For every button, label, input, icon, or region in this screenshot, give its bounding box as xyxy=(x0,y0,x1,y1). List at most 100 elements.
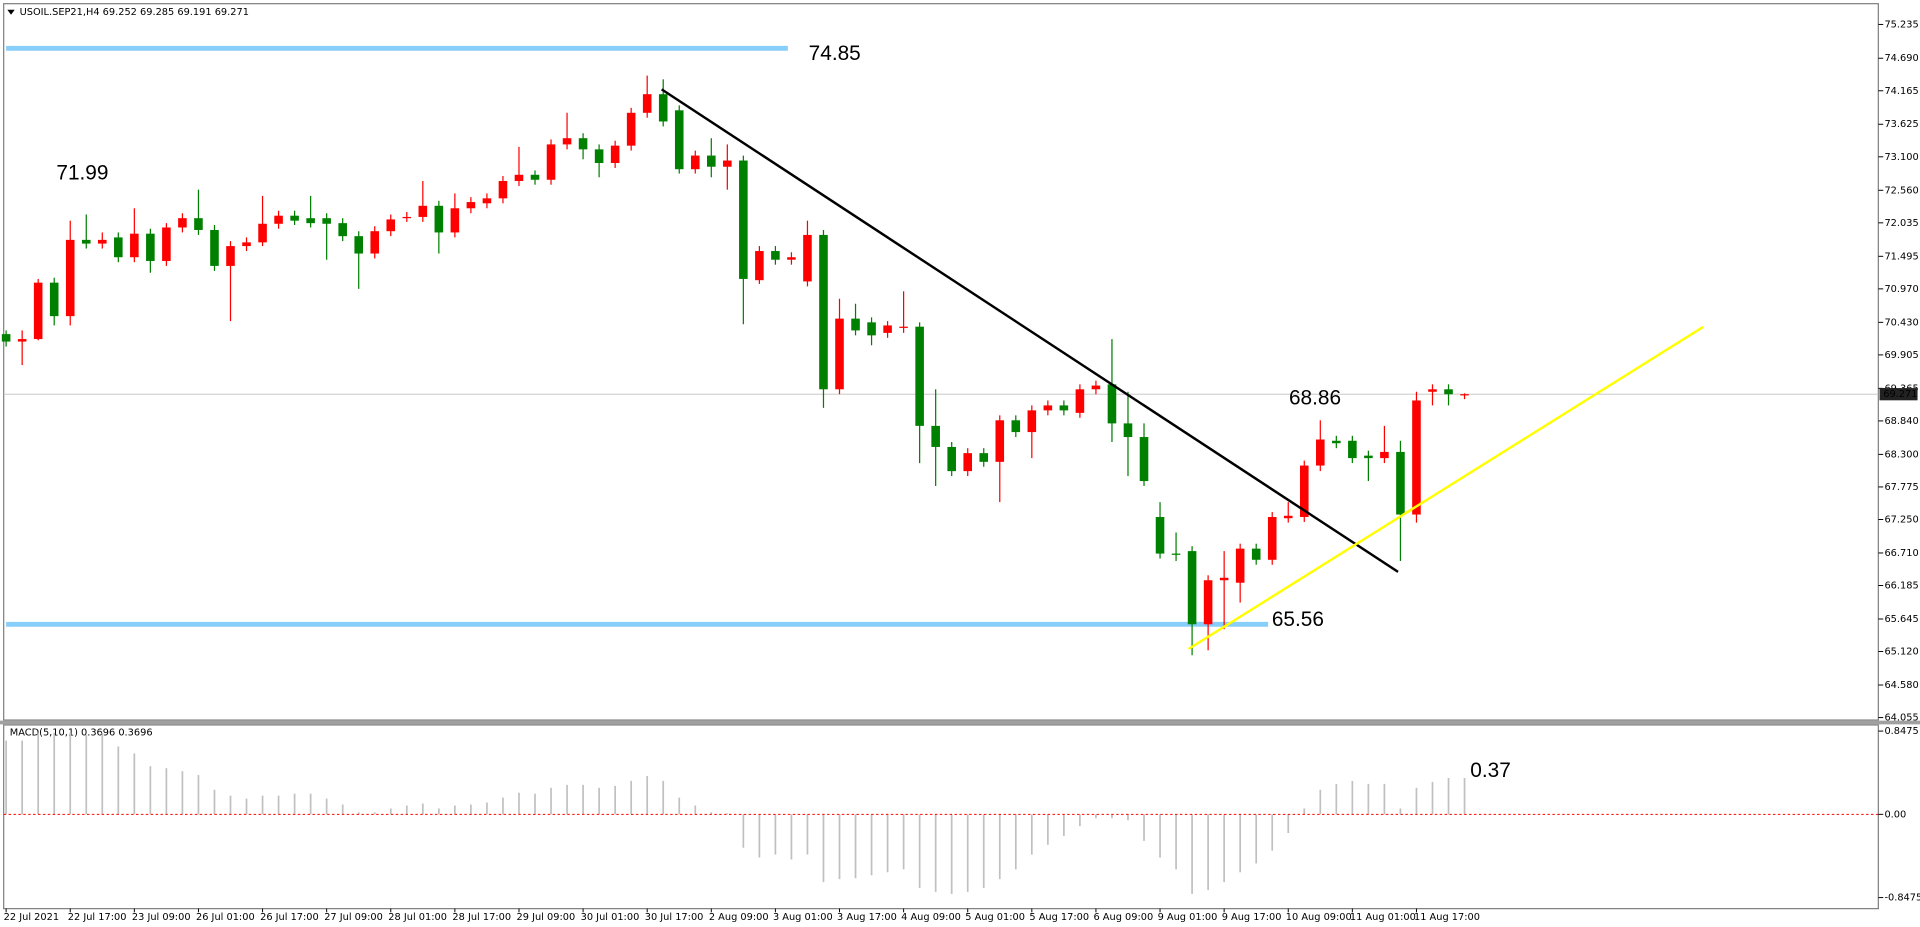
x-tick-label: 11 Aug 17:00 xyxy=(1414,912,1480,923)
candle-body xyxy=(1,334,11,342)
x-tick-label: 9 Aug 01:00 xyxy=(1158,912,1218,923)
candle-body xyxy=(1235,548,1245,583)
y-tick-label: 68.840 xyxy=(1884,416,1918,427)
candle-body xyxy=(819,234,828,390)
y-tick-label: 65.645 xyxy=(1884,614,1918,625)
marks xyxy=(1,45,1879,894)
candle-body xyxy=(434,205,444,233)
x-tick-label: 9 Aug 17:00 xyxy=(1222,912,1282,923)
candle-body xyxy=(1219,577,1229,581)
candle-body xyxy=(1396,451,1405,515)
x-tick-label: 26 Jul 17:00 xyxy=(260,912,319,923)
candle-body xyxy=(803,234,812,282)
candle-body xyxy=(1412,400,1421,515)
x-tick-label: 22 Jul 17:00 xyxy=(68,912,127,923)
candle-body xyxy=(1059,405,1069,411)
candle-body xyxy=(755,251,764,281)
candle-body xyxy=(562,138,572,145)
candle-body xyxy=(546,144,556,180)
y-tick-label: 75.235 xyxy=(1884,19,1918,30)
x-tick-label: 11 Aug 01:00 xyxy=(1350,912,1416,923)
candle-body xyxy=(386,219,396,232)
candle-body xyxy=(642,94,652,113)
x-tick-label: 3 Aug 01:00 xyxy=(773,912,833,923)
candle-body xyxy=(1043,405,1053,411)
annotation: 0.37 xyxy=(1470,759,1511,782)
menu-triangle[interactable] xyxy=(7,9,15,15)
candle-body xyxy=(1444,389,1453,395)
candle-body xyxy=(1075,389,1085,413)
y-tick-label: 0.00 xyxy=(1884,809,1906,820)
candle-body xyxy=(130,233,139,258)
candle-body xyxy=(658,94,668,122)
candle-body xyxy=(1460,394,1469,396)
candle-body xyxy=(851,318,860,331)
x-tick-label: 30 Jul 01:00 xyxy=(581,912,640,923)
x-tick-label: 26 Jul 01:00 xyxy=(196,912,255,923)
candle-body xyxy=(178,218,187,228)
candle-body xyxy=(530,174,540,180)
annotation: 68.86 xyxy=(1289,387,1341,410)
y-tick-label: 66.185 xyxy=(1884,581,1918,592)
candle-body xyxy=(242,242,251,247)
candle-body xyxy=(1348,440,1357,459)
candle-body xyxy=(274,215,283,224)
current-price-box xyxy=(1879,388,1918,401)
x-tick-label: 22 Jul 2021 xyxy=(4,912,59,923)
candle-body xyxy=(610,145,620,164)
candle-body xyxy=(450,208,460,233)
candle-body xyxy=(114,237,123,258)
x-tick-label: 4 Aug 09:00 xyxy=(901,912,961,923)
candle-body xyxy=(1283,515,1293,519)
candle-body xyxy=(322,218,331,224)
macd-panel-frame xyxy=(3,724,1879,910)
x-tick-label: 23 Jul 09:00 xyxy=(132,912,191,923)
candle-body xyxy=(81,239,91,244)
y-tick-label: 64.055 xyxy=(1884,713,1918,724)
candle-body xyxy=(1428,389,1437,392)
candle-body xyxy=(498,180,508,199)
candle-body xyxy=(1299,465,1309,518)
candle-body xyxy=(690,155,700,170)
y-tick-label: 74.165 xyxy=(1884,86,1918,97)
candle-body xyxy=(482,198,492,204)
x-tick-label: 27 Jul 09:00 xyxy=(324,912,383,923)
candle-body xyxy=(1091,385,1101,390)
candle-body xyxy=(1316,439,1325,466)
candle-body xyxy=(49,282,59,317)
current-price-label: 69.271 xyxy=(1883,389,1917,400)
candle-body xyxy=(370,231,380,254)
candle-body xyxy=(835,318,844,390)
y-tick-label: 72.560 xyxy=(1884,185,1918,196)
candle-body xyxy=(963,453,973,472)
candle-body xyxy=(162,227,171,261)
y-tick-label: 71.495 xyxy=(1884,251,1918,262)
candle-body xyxy=(514,174,524,181)
x-tick-label: 5 Aug 01:00 xyxy=(965,912,1025,923)
level-label: 74.85 xyxy=(809,42,861,65)
candle-body xyxy=(1332,440,1341,444)
candle-body xyxy=(771,251,780,260)
candle-body xyxy=(65,239,75,317)
candle-body xyxy=(979,453,989,462)
candle-body xyxy=(210,229,219,266)
x-tick-label: 6 Aug 09:00 xyxy=(1093,912,1153,923)
y-tick-label: 64.580 xyxy=(1884,680,1918,691)
candle-body xyxy=(1139,437,1149,482)
x-tick-label: 28 Jul 17:00 xyxy=(452,912,511,923)
candle-body xyxy=(947,446,956,472)
annotation: 71.99 xyxy=(56,161,108,184)
x-tick-label: 30 Jul 17:00 xyxy=(645,912,704,923)
y-tick-label: -0.8475 xyxy=(1884,893,1920,904)
candle-body xyxy=(1123,423,1133,438)
candle-body xyxy=(1251,548,1261,560)
trendline-up xyxy=(1187,325,1704,651)
candle-body xyxy=(226,246,235,266)
y-tick-label: 73.100 xyxy=(1884,152,1918,163)
candle-body xyxy=(1171,553,1181,555)
candle-body xyxy=(194,218,203,230)
level-label: 65.56 xyxy=(1272,608,1324,631)
candle-body xyxy=(995,420,1005,462)
